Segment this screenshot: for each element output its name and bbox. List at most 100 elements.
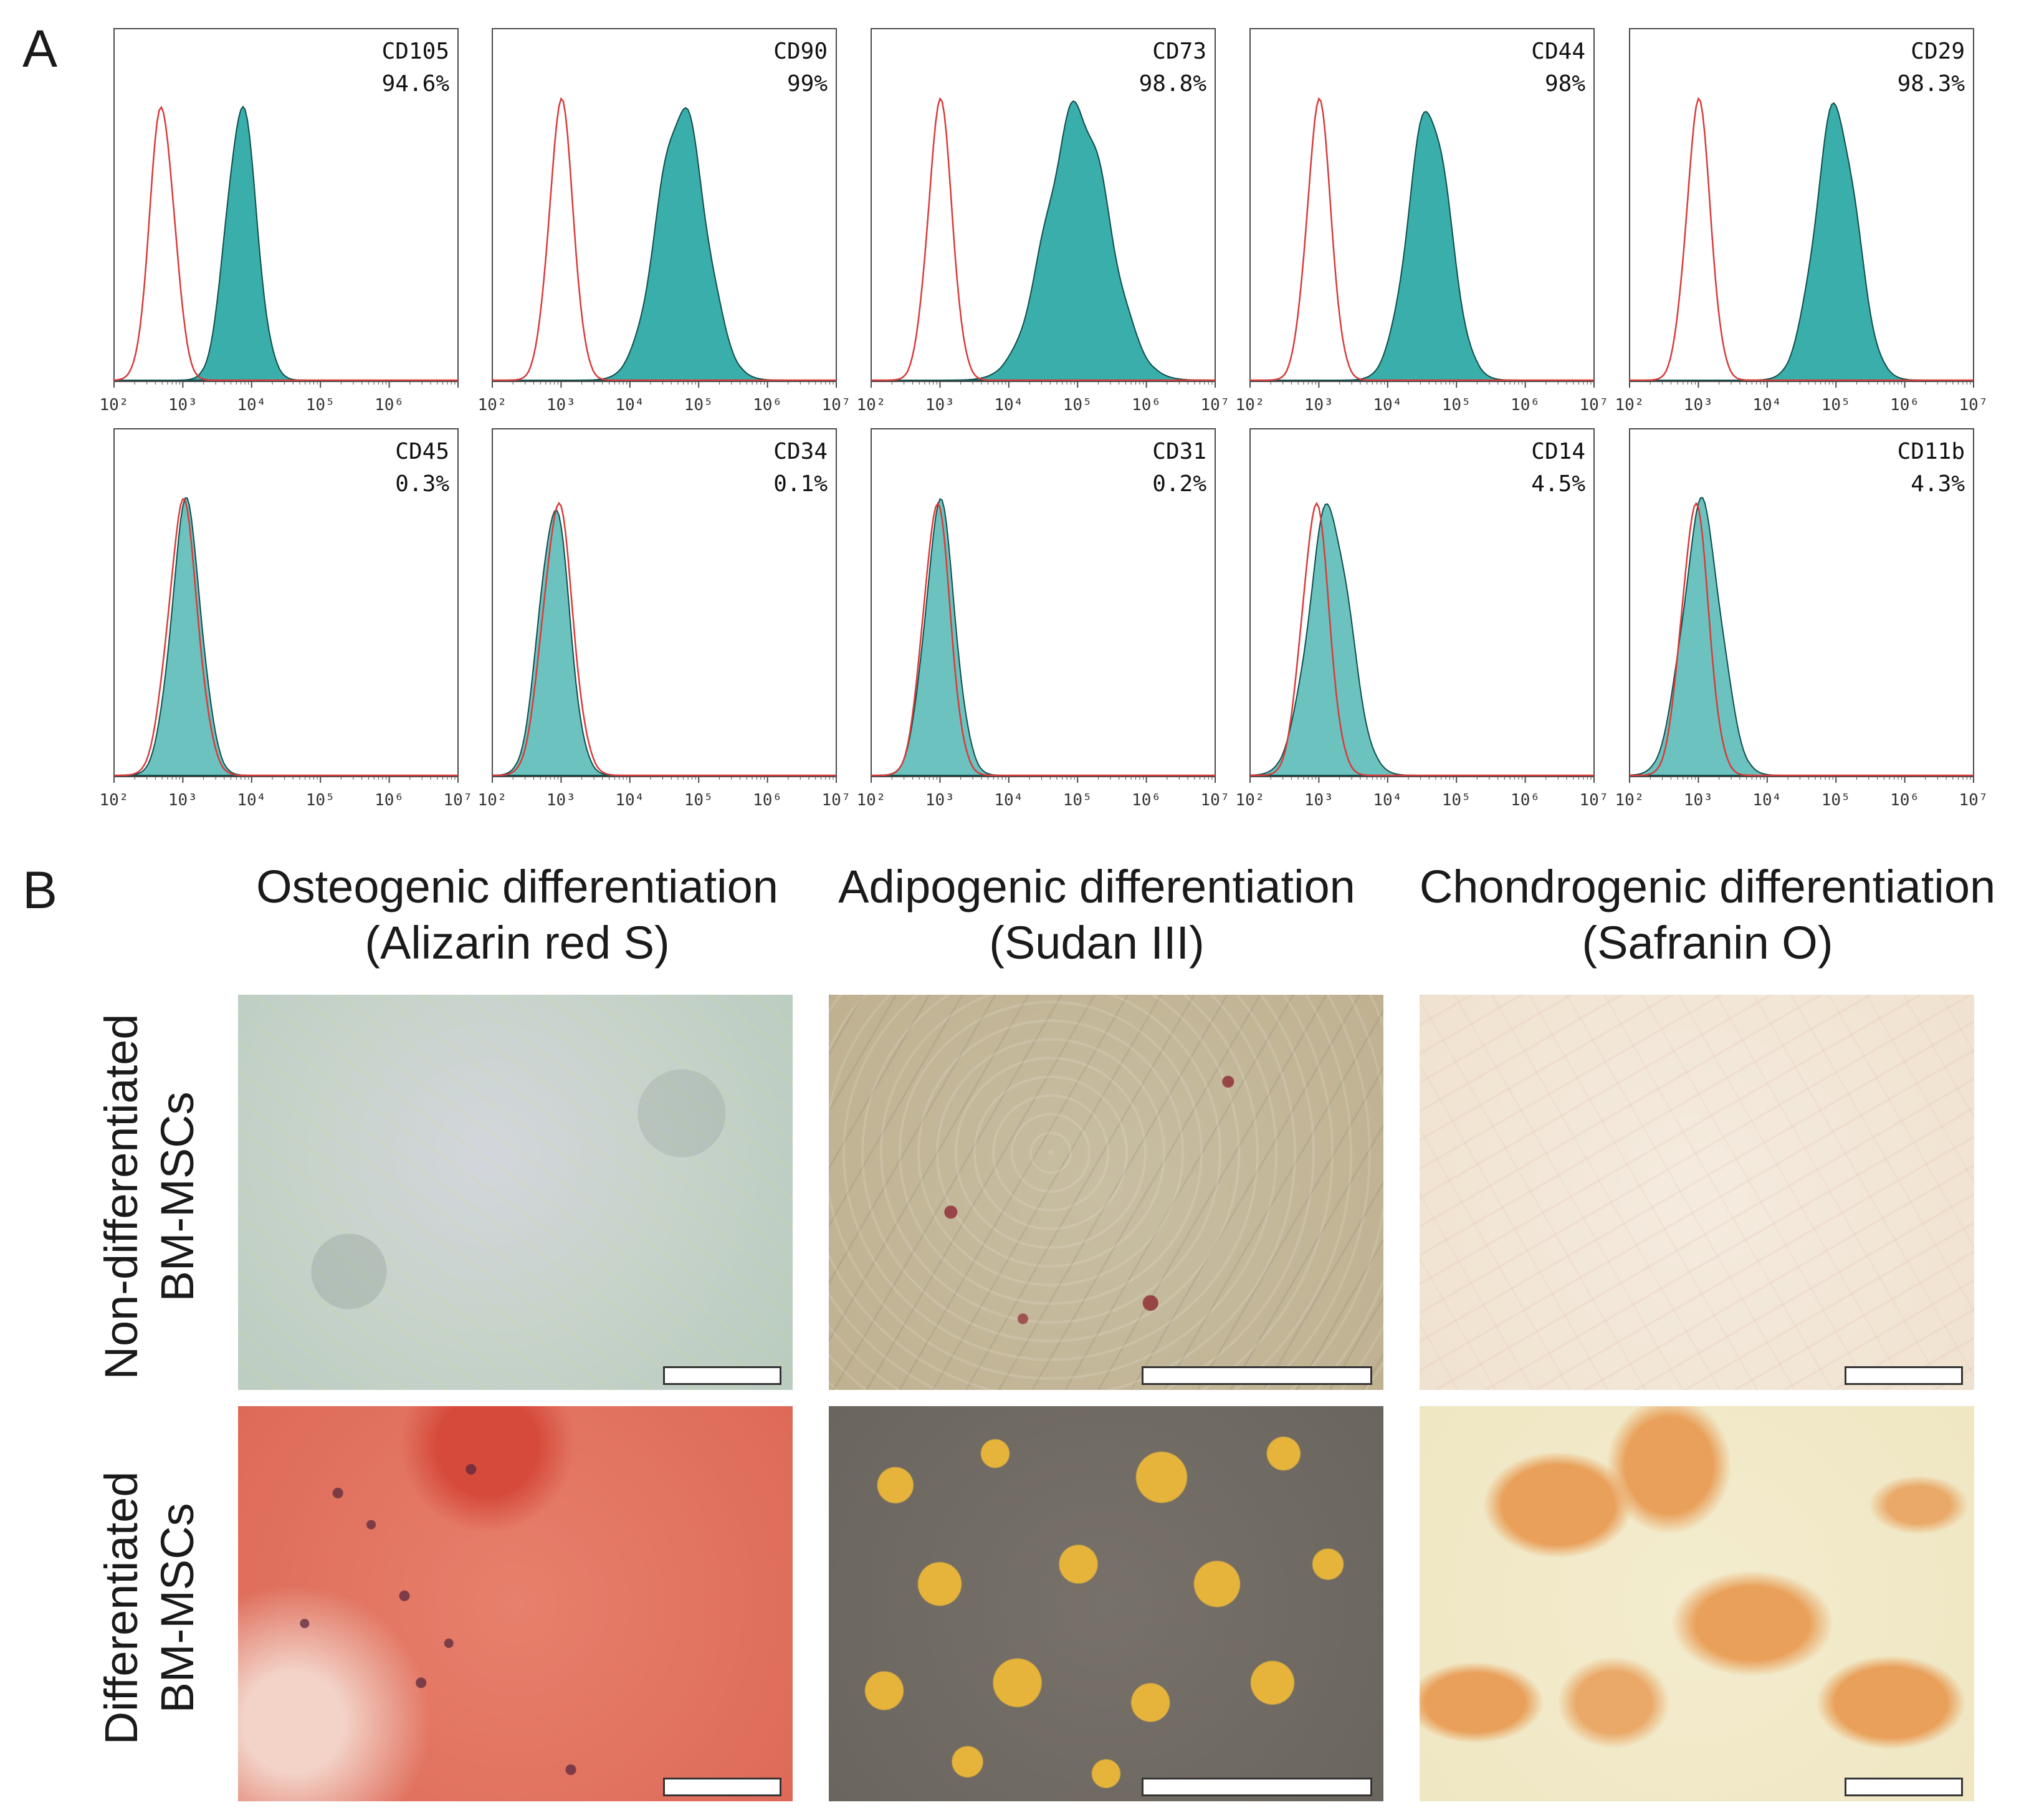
x-tick-label: 10³ bbox=[925, 396, 955, 414]
scale-bar bbox=[1142, 1366, 1372, 1385]
control-histogram-cd45 bbox=[114, 497, 458, 777]
marker-label-cd29: CD29 bbox=[1911, 39, 1965, 64]
marker-label-cd14: CD14 bbox=[1531, 439, 1585, 464]
control-histogram-cd14 bbox=[1250, 502, 1594, 777]
percent-label-cd45: 0.3% bbox=[395, 471, 449, 497]
x-tick-label: 10⁴ bbox=[237, 791, 266, 810]
marker-label-cd90: CD90 bbox=[773, 39, 828, 64]
micrograph-osteogenic-differentiated bbox=[238, 1406, 793, 1801]
micrograph-adipogenic-differentiated bbox=[829, 1406, 1383, 1801]
x-tick-label: 10² bbox=[1615, 791, 1645, 810]
column-title-adipogenic-line1: Adipogenic differentiation bbox=[838, 861, 1355, 912]
x-tick-label: 10⁷ bbox=[822, 396, 851, 414]
x-tick-label: 10² bbox=[1615, 396, 1645, 414]
control-histogram-cd73 bbox=[871, 97, 1215, 381]
x-tick-label: 10³ bbox=[547, 396, 576, 414]
row-label-non-differentiated: Non-differentiated BM-MSCs bbox=[93, 991, 206, 1402]
x-tick-label: 10² bbox=[857, 396, 886, 414]
x-tick-label: 10⁶ bbox=[1511, 791, 1540, 810]
micrograph-chondrogenic-differentiated bbox=[1420, 1406, 1974, 1801]
control-histogram-cd105 bbox=[113, 105, 458, 381]
x-tick-label: 10⁵ bbox=[306, 791, 335, 810]
x-tick-label: 10⁴ bbox=[1752, 791, 1782, 810]
stained-histogram-cd73 bbox=[871, 100, 1215, 381]
x-tick-label: 10⁴ bbox=[1373, 791, 1402, 810]
x-tick-label: 10³ bbox=[547, 791, 576, 810]
scale-bar bbox=[1142, 1778, 1372, 1796]
x-tick-label: 10³ bbox=[1304, 396, 1334, 414]
x-tick-label: 10² bbox=[1236, 396, 1265, 414]
control-histogram-cd11b bbox=[1630, 502, 1974, 777]
x-tick-label: 10² bbox=[100, 791, 129, 810]
x-tick-label: 10⁷ bbox=[1959, 791, 1989, 810]
column-title-adipogenic: Adipogenic differentiation (Sudan III) bbox=[791, 859, 1402, 971]
x-tick-label: 10⁵ bbox=[1822, 791, 1851, 810]
marker-label-cd73: CD73 bbox=[1152, 39, 1206, 64]
x-tick-label: 10⁵ bbox=[1063, 396, 1092, 414]
x-tick-label: 10³ bbox=[168, 791, 198, 810]
x-tick-label: 10⁵ bbox=[306, 396, 335, 414]
x-tick-label: 10⁵ bbox=[1442, 791, 1471, 810]
marker-label-cd105: CD105 bbox=[382, 39, 449, 64]
percent-label-cd29: 98.3% bbox=[1898, 71, 1965, 97]
x-tick-label: 10² bbox=[100, 396, 129, 414]
scale-bar bbox=[1845, 1778, 1963, 1796]
row-label-differentiated-line2: BM-MSCs bbox=[151, 1503, 203, 1713]
x-tick-label: 10² bbox=[478, 791, 507, 810]
panel-a-label: A bbox=[22, 19, 58, 78]
micrograph-chondrogenic-non-differentiated bbox=[1420, 995, 1974, 1390]
percent-label-cd105: 94.6% bbox=[382, 71, 450, 97]
column-title-chondrogenic-stain: (Safranin O) bbox=[1582, 917, 1833, 969]
x-tick-label: 10⁷ bbox=[822, 791, 851, 810]
x-tick-label: 10⁴ bbox=[615, 791, 644, 810]
x-tick-label: 10⁴ bbox=[1752, 396, 1782, 414]
flow-cytometry-histograms: 10² 10³ 10⁴ 10⁵ 10⁶ CD105 94.6% 10² 10³ 10⁴ 10⁵ 10⁶… bbox=[100, 28, 1989, 810]
x-tick-label: 10⁷ bbox=[1201, 791, 1230, 810]
row-label-non-differentiated-line1: Non-differentiated bbox=[95, 1013, 147, 1380]
x-tick-label: 10⁶ bbox=[1890, 791, 1919, 810]
micrograph-osteogenic-non-differentiated bbox=[238, 995, 793, 1390]
row-label-non-differentiated-line2: BM-MSCs bbox=[151, 1091, 203, 1302]
control-histogram-cd90 bbox=[492, 97, 836, 381]
percent-label-cd11b: 4.3% bbox=[1911, 471, 1965, 497]
scale-bar bbox=[663, 1366, 781, 1385]
percent-label-cd73: 98.8% bbox=[1139, 71, 1207, 97]
marker-label-cd45: CD45 bbox=[395, 439, 449, 464]
x-tick-label: 10⁵ bbox=[684, 791, 714, 810]
column-title-chondrogenic-line1: Chondrogenic differentiation bbox=[1419, 861, 1996, 912]
marker-label-cd34: CD34 bbox=[773, 439, 828, 464]
x-tick-label: 10⁴ bbox=[1373, 396, 1402, 414]
x-tick-label: 10³ bbox=[1304, 791, 1334, 810]
x-tick-label: 10⁵ bbox=[1822, 396, 1851, 414]
scale-bar bbox=[1845, 1366, 1963, 1385]
control-histogram-cd44 bbox=[1250, 97, 1594, 381]
x-tick-label: 10⁶ bbox=[1132, 791, 1161, 810]
x-tick-label: 10⁶ bbox=[1132, 396, 1161, 414]
x-tick-label: 10⁵ bbox=[1063, 791, 1092, 810]
marker-label-cd11b: CD11b bbox=[1898, 439, 1965, 464]
percent-label-cd31: 0.2% bbox=[1152, 471, 1206, 497]
x-tick-label: 10² bbox=[857, 791, 886, 810]
column-title-adipogenic-stain: (Sudan III) bbox=[989, 917, 1205, 969]
x-tick-label: 10⁶ bbox=[375, 791, 404, 810]
x-tick-label: 10⁷ bbox=[444, 791, 473, 810]
x-tick-label: 10³ bbox=[1684, 396, 1713, 414]
column-title-osteogenic-line1: Osteogenic differentiation bbox=[256, 861, 778, 912]
x-tick-label: 10⁶ bbox=[753, 791, 782, 810]
x-tick-label: 10⁵ bbox=[1442, 396, 1471, 414]
x-tick-label: 10⁶ bbox=[375, 396, 404, 414]
panel-b-label: B bbox=[22, 861, 58, 919]
percent-label-cd44: 98% bbox=[1545, 71, 1585, 97]
x-tick-label: 10⁴ bbox=[994, 791, 1023, 810]
control-histogram-cd34 bbox=[492, 501, 836, 777]
x-tick-label: 10⁷ bbox=[1201, 396, 1230, 414]
micrograph-adipogenic-non-differentiated bbox=[829, 995, 1383, 1390]
marker-label-cd31: CD31 bbox=[1152, 439, 1206, 464]
column-title-osteogenic: Osteogenic differentiation (Alizarin red… bbox=[212, 859, 823, 971]
x-tick-label: 10² bbox=[478, 396, 507, 414]
x-tick-label: 10⁴ bbox=[615, 396, 644, 414]
row-label-differentiated: Differentiated BM-MSCs bbox=[93, 1402, 206, 1814]
x-tick-label: 10⁴ bbox=[994, 396, 1023, 414]
x-tick-label: 10⁵ bbox=[684, 396, 714, 414]
histogram-frame-cd105 bbox=[113, 28, 459, 382]
